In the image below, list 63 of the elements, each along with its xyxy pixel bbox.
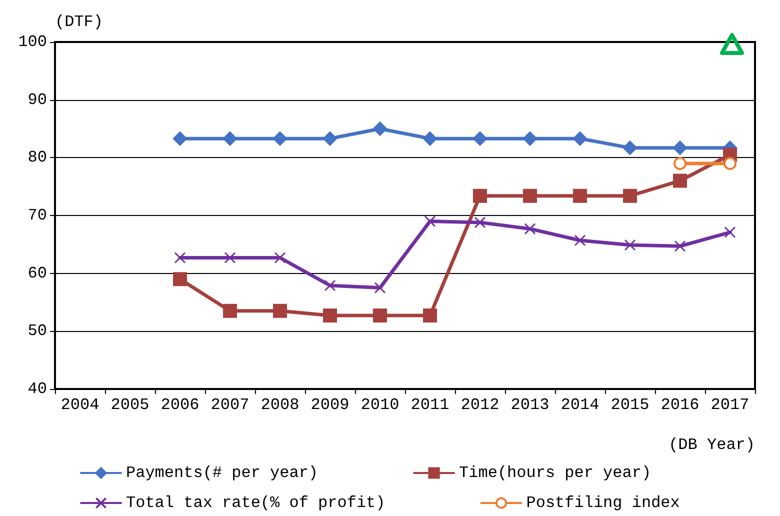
point: [573, 188, 587, 203]
y-tick-label: 80: [28, 148, 47, 167]
point: [174, 252, 186, 264]
x-tick-label: 2009: [310, 396, 350, 414]
point: [574, 234, 586, 246]
point: [624, 239, 636, 251]
point: [173, 132, 187, 146]
point: [523, 132, 537, 146]
y-tick-label: 70: [28, 206, 47, 224]
point: [324, 280, 336, 292]
legend-label: Total tax rate(% of profit): [126, 494, 386, 512]
x-tick-label: 2008: [260, 396, 300, 414]
point: [323, 132, 337, 146]
point: [423, 308, 437, 323]
x-tick-label: 2006: [160, 396, 200, 414]
point: [623, 188, 637, 203]
x-tick-label: 2007: [210, 396, 250, 414]
point: [673, 140, 687, 155]
point: [373, 122, 387, 136]
y-axis-title: (DTF): [55, 13, 104, 31]
point: [724, 156, 736, 170]
y-tick-label: 100: [18, 33, 47, 51]
point: [373, 308, 387, 323]
point: [673, 174, 687, 188]
x-tick-label: 2005: [110, 396, 150, 414]
point: [223, 132, 237, 146]
x-tick-label: 2017: [710, 396, 750, 414]
legend-label: Postfiling index: [526, 494, 680, 512]
x-tick-label: 2010: [360, 396, 400, 414]
point: [573, 132, 587, 146]
legend-label: Time(hours per year): [459, 464, 652, 482]
point: [674, 156, 686, 170]
point: [473, 188, 487, 203]
point: [424, 216, 436, 228]
point: [724, 226, 736, 238]
point: [273, 132, 287, 146]
point: [224, 252, 236, 264]
point: [473, 132, 487, 146]
point: [223, 304, 237, 318]
point: [173, 272, 187, 286]
point: [274, 252, 286, 264]
y-tick-label: 40: [28, 380, 47, 398]
point: [474, 216, 486, 228]
x-tick-label: 2015: [610, 396, 650, 414]
point: [273, 304, 287, 318]
x-tick-label: 2016: [660, 396, 700, 414]
x-tick-label: 2013: [510, 396, 550, 414]
x-tick-label: 2014: [560, 396, 600, 414]
x-tick-label: 2012: [460, 396, 500, 414]
point: [523, 188, 537, 203]
x-tick-label: 2004: [60, 396, 100, 414]
legend-label: Payments(# per year): [126, 464, 318, 482]
y-tick-label: 90: [28, 90, 47, 109]
x-tick-label: 2011: [410, 396, 450, 414]
point: [524, 223, 536, 235]
x-axis-title: (DB Year): [668, 436, 755, 454]
point: [674, 240, 686, 252]
y-tick-label: 60: [28, 264, 47, 282]
point: [374, 282, 386, 294]
point: [623, 140, 637, 155]
y-tick-label: 50: [28, 322, 47, 340]
point: [423, 132, 437, 146]
point: [323, 308, 337, 323]
